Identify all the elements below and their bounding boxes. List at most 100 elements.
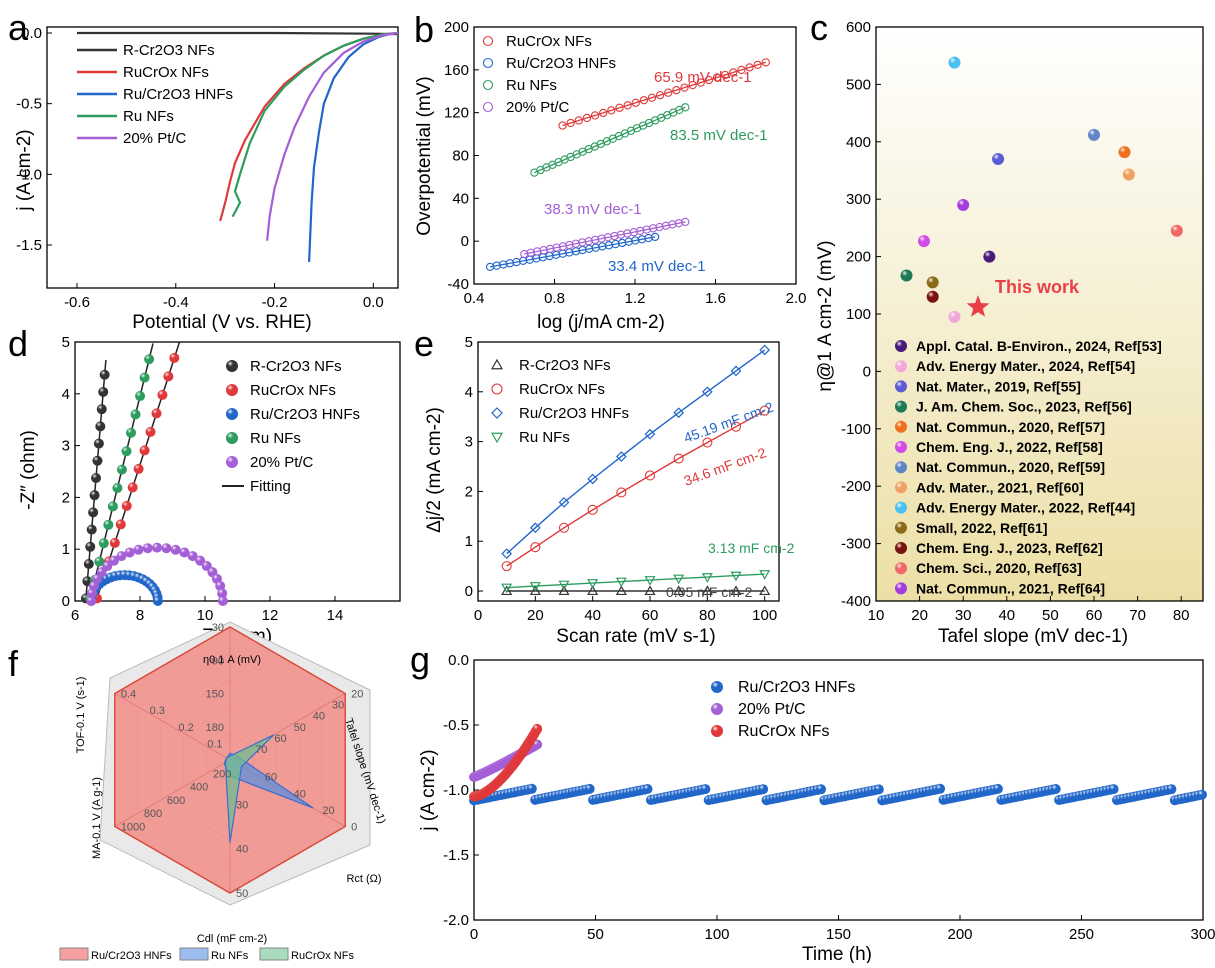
panel-a-series-line [77, 31, 399, 36]
panel-f-tick-label: 40 [236, 844, 248, 856]
panel-g-x-tick-label: 100 [704, 926, 729, 943]
panel-c-x-tick-label: 30 [955, 607, 972, 624]
panel-a-legend-label: RuCrOx NFs [123, 64, 209, 81]
panel-c-reference-point-shine [926, 276, 939, 289]
panel-b-fit-line [562, 61, 766, 127]
panel-e-legend-label: RuCrOx NFs [519, 381, 605, 398]
panel-d-legend-marker-shine [226, 432, 238, 444]
panel-a-y-tick-label: -0.5 [16, 96, 42, 113]
panel-g-point-shine [935, 783, 946, 794]
panel-e-point [644, 585, 656, 596]
panel-c-legend-marker-shine [895, 400, 907, 413]
axis-title-e-x: Scan rate (mV s-1) [556, 626, 715, 647]
panel-b-point [696, 78, 705, 87]
panel-b-point [566, 118, 575, 128]
panel-b-point [761, 58, 770, 67]
panel-e-legend-marker [490, 432, 504, 444]
panel-e-slope-label: 0.05 mF cm-2 [666, 584, 753, 600]
panel-g-point-shine [1050, 783, 1061, 794]
panel-e-point [501, 585, 513, 596]
panel-f-legend-swatch [59, 947, 89, 961]
panel-b-point [545, 244, 555, 254]
panel-b-slope-label: 38.3 mV dec-1 [544, 201, 642, 218]
panel-d-point-shine [126, 427, 137, 438]
panel-d-x-tick-label: 10 [197, 607, 214, 624]
axis-title-e-y: Δj/2 (mA cm-2) [424, 407, 445, 533]
panel-e-point [616, 487, 627, 498]
panel-b-legend-label: Ru/Cr2O3 HNFs [506, 55, 616, 72]
panel-b-slope-label: 65.9 mV dec-1 [654, 69, 752, 86]
panel-c-legend-marker-shine [895, 521, 907, 534]
panel-d-point-shine [170, 544, 181, 555]
panel-a-x-tick-label: 0.0 [363, 294, 384, 311]
panel-d-y-tick-label: 2 [62, 489, 70, 506]
panel-g-x-tick-label: 300 [1190, 926, 1215, 943]
panel-g-y-tick-label: -1.0 [443, 782, 469, 799]
panel-d-legend-label: Ru NFs [250, 430, 301, 447]
panel-g-y-tick-label: -2.0 [443, 912, 469, 929]
panel-e-point [673, 585, 685, 596]
panel-c-x-tick-label: 50 [1042, 607, 1059, 624]
panel-b-point [681, 103, 690, 112]
panel-b-fit-line [534, 106, 686, 174]
panel-d-point-shine [135, 391, 146, 402]
panel-e-point [529, 522, 541, 534]
panel-b-point [574, 116, 583, 125]
panel-g-point-shine [526, 783, 537, 794]
panel-b-point [753, 60, 762, 70]
panel-c-legend-marker-shine [895, 562, 907, 575]
panel-g-point-shine [758, 784, 769, 795]
panel-d-legend-label: RuCrOx NFs [250, 382, 336, 399]
panel-b-fit-line [524, 221, 686, 255]
panel-e-point [673, 574, 685, 585]
panel-f-tick-label: 0.2 [178, 722, 193, 734]
panel-e-slope-label: 3.13 mF cm-2 [708, 540, 795, 556]
panel-f-axis-label: Cdl (mF cm-2) [197, 933, 267, 945]
panel-b-point [565, 240, 574, 250]
panel-b-y-tick-label: 80 [452, 148, 469, 165]
panel-b-y-tick-label: 120 [444, 105, 469, 122]
panel-f-tick-label: 0.3 [150, 705, 165, 717]
panel-g-x-tick-label: 50 [587, 926, 604, 943]
panel-e-y-tick-label: 5 [465, 334, 473, 351]
panel-f-tick-label: 30 [236, 799, 248, 811]
panel-c-legend-label: Appl. Catal. B-Environ., 2024, Ref[53] [916, 338, 1162, 354]
panel-b-point [597, 234, 606, 243]
panel-b-point [615, 103, 624, 112]
panel-e-point [702, 437, 713, 448]
panel-d-point-shine [91, 472, 102, 483]
panel-c-legend-marker-shine [895, 481, 907, 494]
panel-e-point [558, 580, 570, 591]
panel-c-legend-marker-shine [895, 461, 907, 474]
panel-a-legend-label: Ru/Cr2O3 HNFs [123, 86, 233, 103]
panel-d-point-shine [152, 542, 163, 553]
panel-c-x-tick-label: 60 [1086, 607, 1103, 624]
panel-d-point-shine [88, 507, 99, 518]
panel-d-legend-label: Fitting [250, 478, 291, 495]
panel-g-legend-label: Ru/Cr2O3 HNFs [738, 679, 855, 696]
panel-c-legend-label: Adv. Energy Mater., 2024, Ref[54] [916, 358, 1135, 374]
panel-e-point [615, 577, 627, 588]
axis-title-c-y: η@1 A cm-2 (mV) [815, 240, 836, 391]
panel-d-point-shine [130, 409, 141, 420]
panel-c-x-tick-label: 40 [998, 607, 1015, 624]
panel-d-point-shine [195, 555, 206, 566]
panel-f-tick-label: 30 [332, 700, 344, 712]
panel-e-point [530, 542, 541, 553]
panel-d-point-shine [99, 369, 110, 380]
panel-g-point-shine [873, 784, 884, 795]
panel-d-y-tick-label: 4 [62, 386, 70, 403]
panel-b-point [582, 113, 592, 123]
panel-d-point-shine [93, 438, 104, 449]
panel-b-point [520, 249, 529, 259]
panel-b-legend-label: 20% Pt/C [506, 99, 570, 116]
panel-c-legend-label: Adv. Mater., 2021, Ref[60] [916, 479, 1084, 495]
panel-d-point-shine [98, 538, 109, 549]
panel-e-x-tick-label: 80 [699, 607, 716, 624]
panel-a-series-line [266, 31, 399, 241]
axis-title-g-x: Time (h) [802, 944, 872, 963]
panel-b-point [571, 239, 580, 248]
panel-e-point [730, 421, 742, 432]
panel-f-tick-label: 60 [274, 733, 286, 745]
panel-e-point [501, 583, 513, 594]
